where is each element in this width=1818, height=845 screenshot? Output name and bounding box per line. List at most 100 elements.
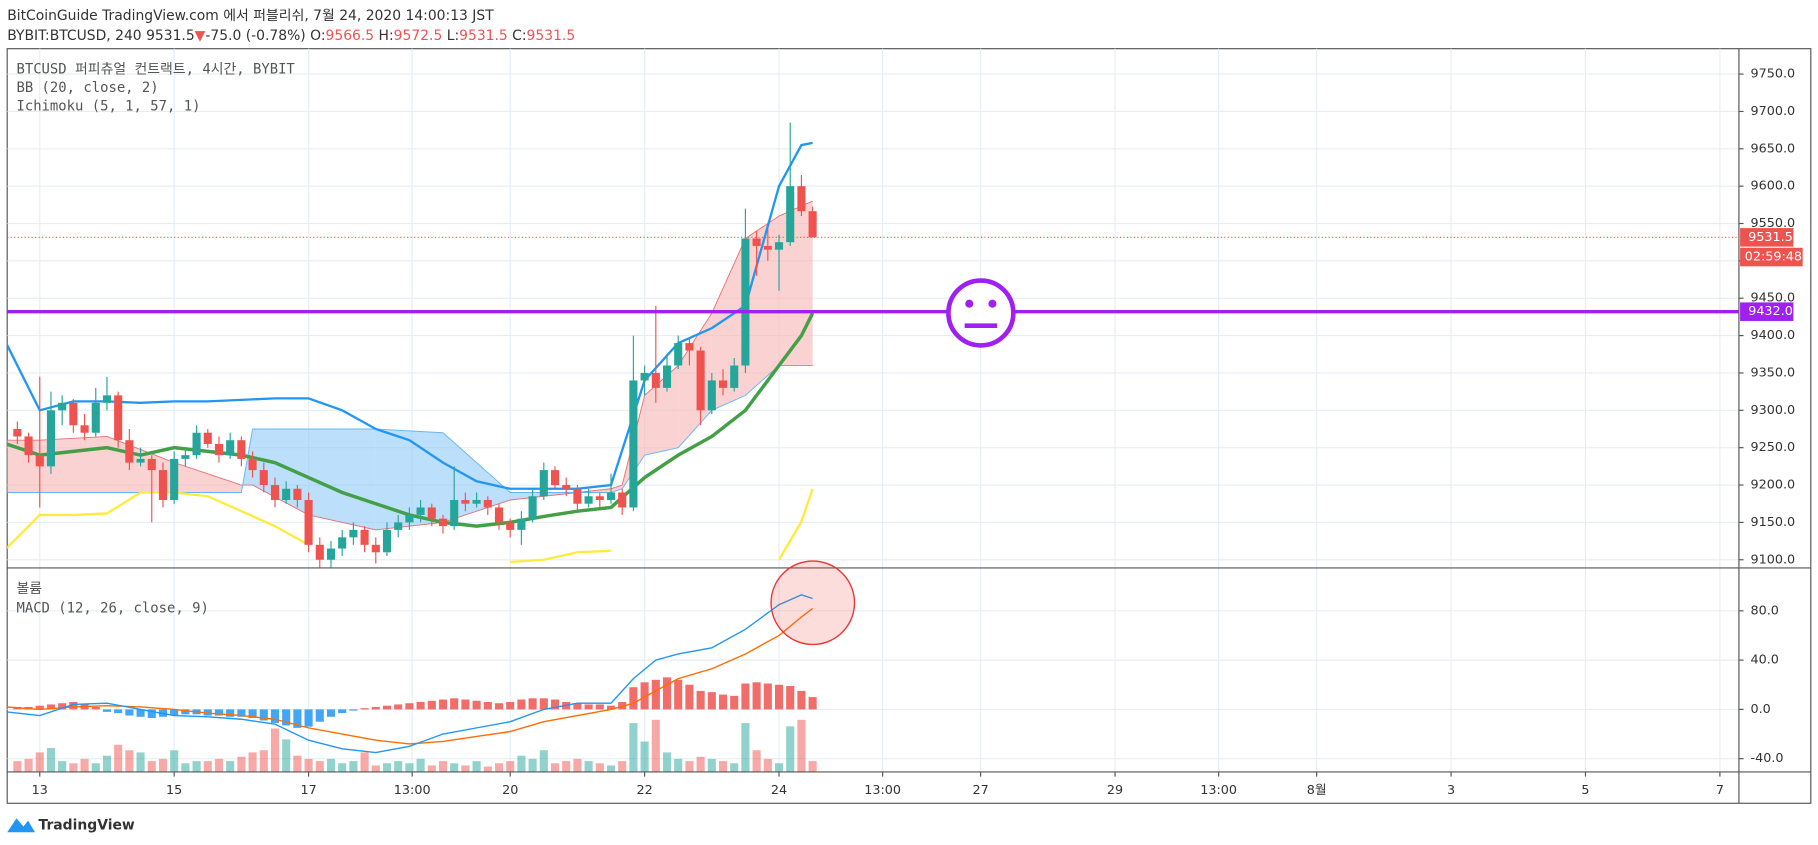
candle-body (259, 470, 268, 486)
x-tick-label: 13:00 (394, 783, 431, 798)
volume-bar (494, 763, 504, 772)
histogram-bar (58, 703, 67, 710)
frame (6, 48, 1812, 804)
x-tick-label: 13:00 (864, 783, 901, 798)
volume-bar (147, 761, 156, 772)
candle-body (416, 507, 425, 515)
histogram-bar (797, 690, 806, 710)
histogram-bar (595, 704, 604, 710)
o: 9566.5 (326, 28, 375, 44)
candle-body (293, 488, 302, 500)
candle-body (741, 238, 750, 366)
signal-line (7, 607, 814, 745)
histogram-bar (774, 684, 784, 710)
histogram-bar (46, 704, 56, 710)
candle-body (147, 458, 156, 471)
candle-body (405, 514, 414, 523)
volume-bar (192, 761, 201, 772)
volume-bar (618, 761, 627, 772)
main-title: BTCUSD 퍼피츄얼 컨트랙트, 4시간, BYBIT (16, 62, 295, 78)
y-tick-label: 9150.0 (1751, 515, 1796, 530)
histogram-bar (573, 703, 582, 710)
volume-label: 볼륨 (16, 581, 42, 597)
volume-bar (416, 758, 425, 772)
histogram-bar (506, 702, 515, 710)
candle-body (237, 440, 246, 459)
volume-bar (80, 758, 89, 772)
candle-body (629, 380, 638, 508)
volume-bar (237, 756, 246, 772)
volume-bar (573, 758, 582, 772)
candle-body (181, 455, 190, 459)
candle-body (360, 529, 369, 545)
macd-pane (7, 567, 1739, 772)
volume-bar (35, 752, 44, 772)
volume-bar (349, 761, 358, 772)
candle-body (102, 395, 112, 403)
histogram-bar (730, 695, 739, 710)
volume-bar (472, 761, 481, 772)
candle-body (192, 432, 201, 456)
volume-bar (528, 758, 537, 772)
histogram-bar (651, 679, 660, 710)
c-label: C: (512, 28, 526, 44)
histogram-bar (405, 703, 414, 710)
histogram-bar (606, 705, 616, 710)
histogram-bar (629, 687, 638, 710)
change: -75.0 (-0.78%) (205, 28, 305, 44)
candle-body (674, 343, 683, 366)
histogram-bar (450, 698, 459, 710)
volume-bar (69, 763, 78, 772)
x-tick-label: 7 (1716, 783, 1724, 798)
volume-bar (774, 763, 784, 772)
candle-body (483, 499, 492, 508)
c: 9531.5 (527, 28, 576, 44)
candle-body (136, 458, 145, 463)
histogram-bar (528, 698, 537, 710)
price-label-bg (1740, 228, 1794, 247)
candle-body (550, 470, 560, 486)
histogram-bar (763, 683, 772, 710)
volume-bar (114, 744, 123, 772)
histogram-bar (662, 677, 672, 710)
volume-bar (506, 761, 515, 772)
volume-bar (584, 761, 593, 772)
candle-body (752, 238, 761, 246)
volume-bar (338, 763, 347, 772)
cloud-segment (308, 428, 376, 530)
candle-body (125, 440, 134, 463)
y-tick-label: 9600.0 (1751, 179, 1796, 194)
level-label-bg (1740, 302, 1794, 321)
volume-bar (91, 763, 100, 772)
x-tick-label: 17 (300, 783, 316, 798)
candle-body (618, 492, 627, 508)
histogram-bar (718, 694, 728, 710)
candle-body (338, 537, 347, 549)
cloud-segment (745, 216, 780, 396)
y-tick-label: 9450.0 (1751, 291, 1796, 306)
y-tick-label: 9250.0 (1751, 440, 1796, 455)
volume-bar (248, 752, 257, 772)
candle-body (730, 365, 739, 388)
cloud-segment (678, 313, 712, 448)
volume-bar (293, 755, 302, 772)
cloud-segment (442, 432, 511, 523)
candle-body (461, 499, 470, 504)
candle-body (606, 492, 616, 500)
volume-bar (315, 761, 324, 772)
histogram-bar (472, 700, 481, 710)
volume-bar (259, 750, 268, 772)
volume-bar (203, 761, 212, 772)
histogram-bar (808, 697, 817, 710)
candle-body (203, 432, 212, 444)
x-tick-label: 5 (1581, 783, 1589, 798)
histogram-bar (91, 706, 100, 710)
cloud-segment (644, 365, 679, 456)
volume-bar (102, 755, 112, 772)
candle-body (270, 485, 280, 500)
volume-bar (651, 719, 660, 772)
histogram-bar (539, 698, 548, 710)
axes: 13 15 17 13:00 20 22 24 13:00 27 29 13:00 8월 3 5 7 9100… (32, 67, 1803, 798)
candle-body (427, 507, 436, 519)
